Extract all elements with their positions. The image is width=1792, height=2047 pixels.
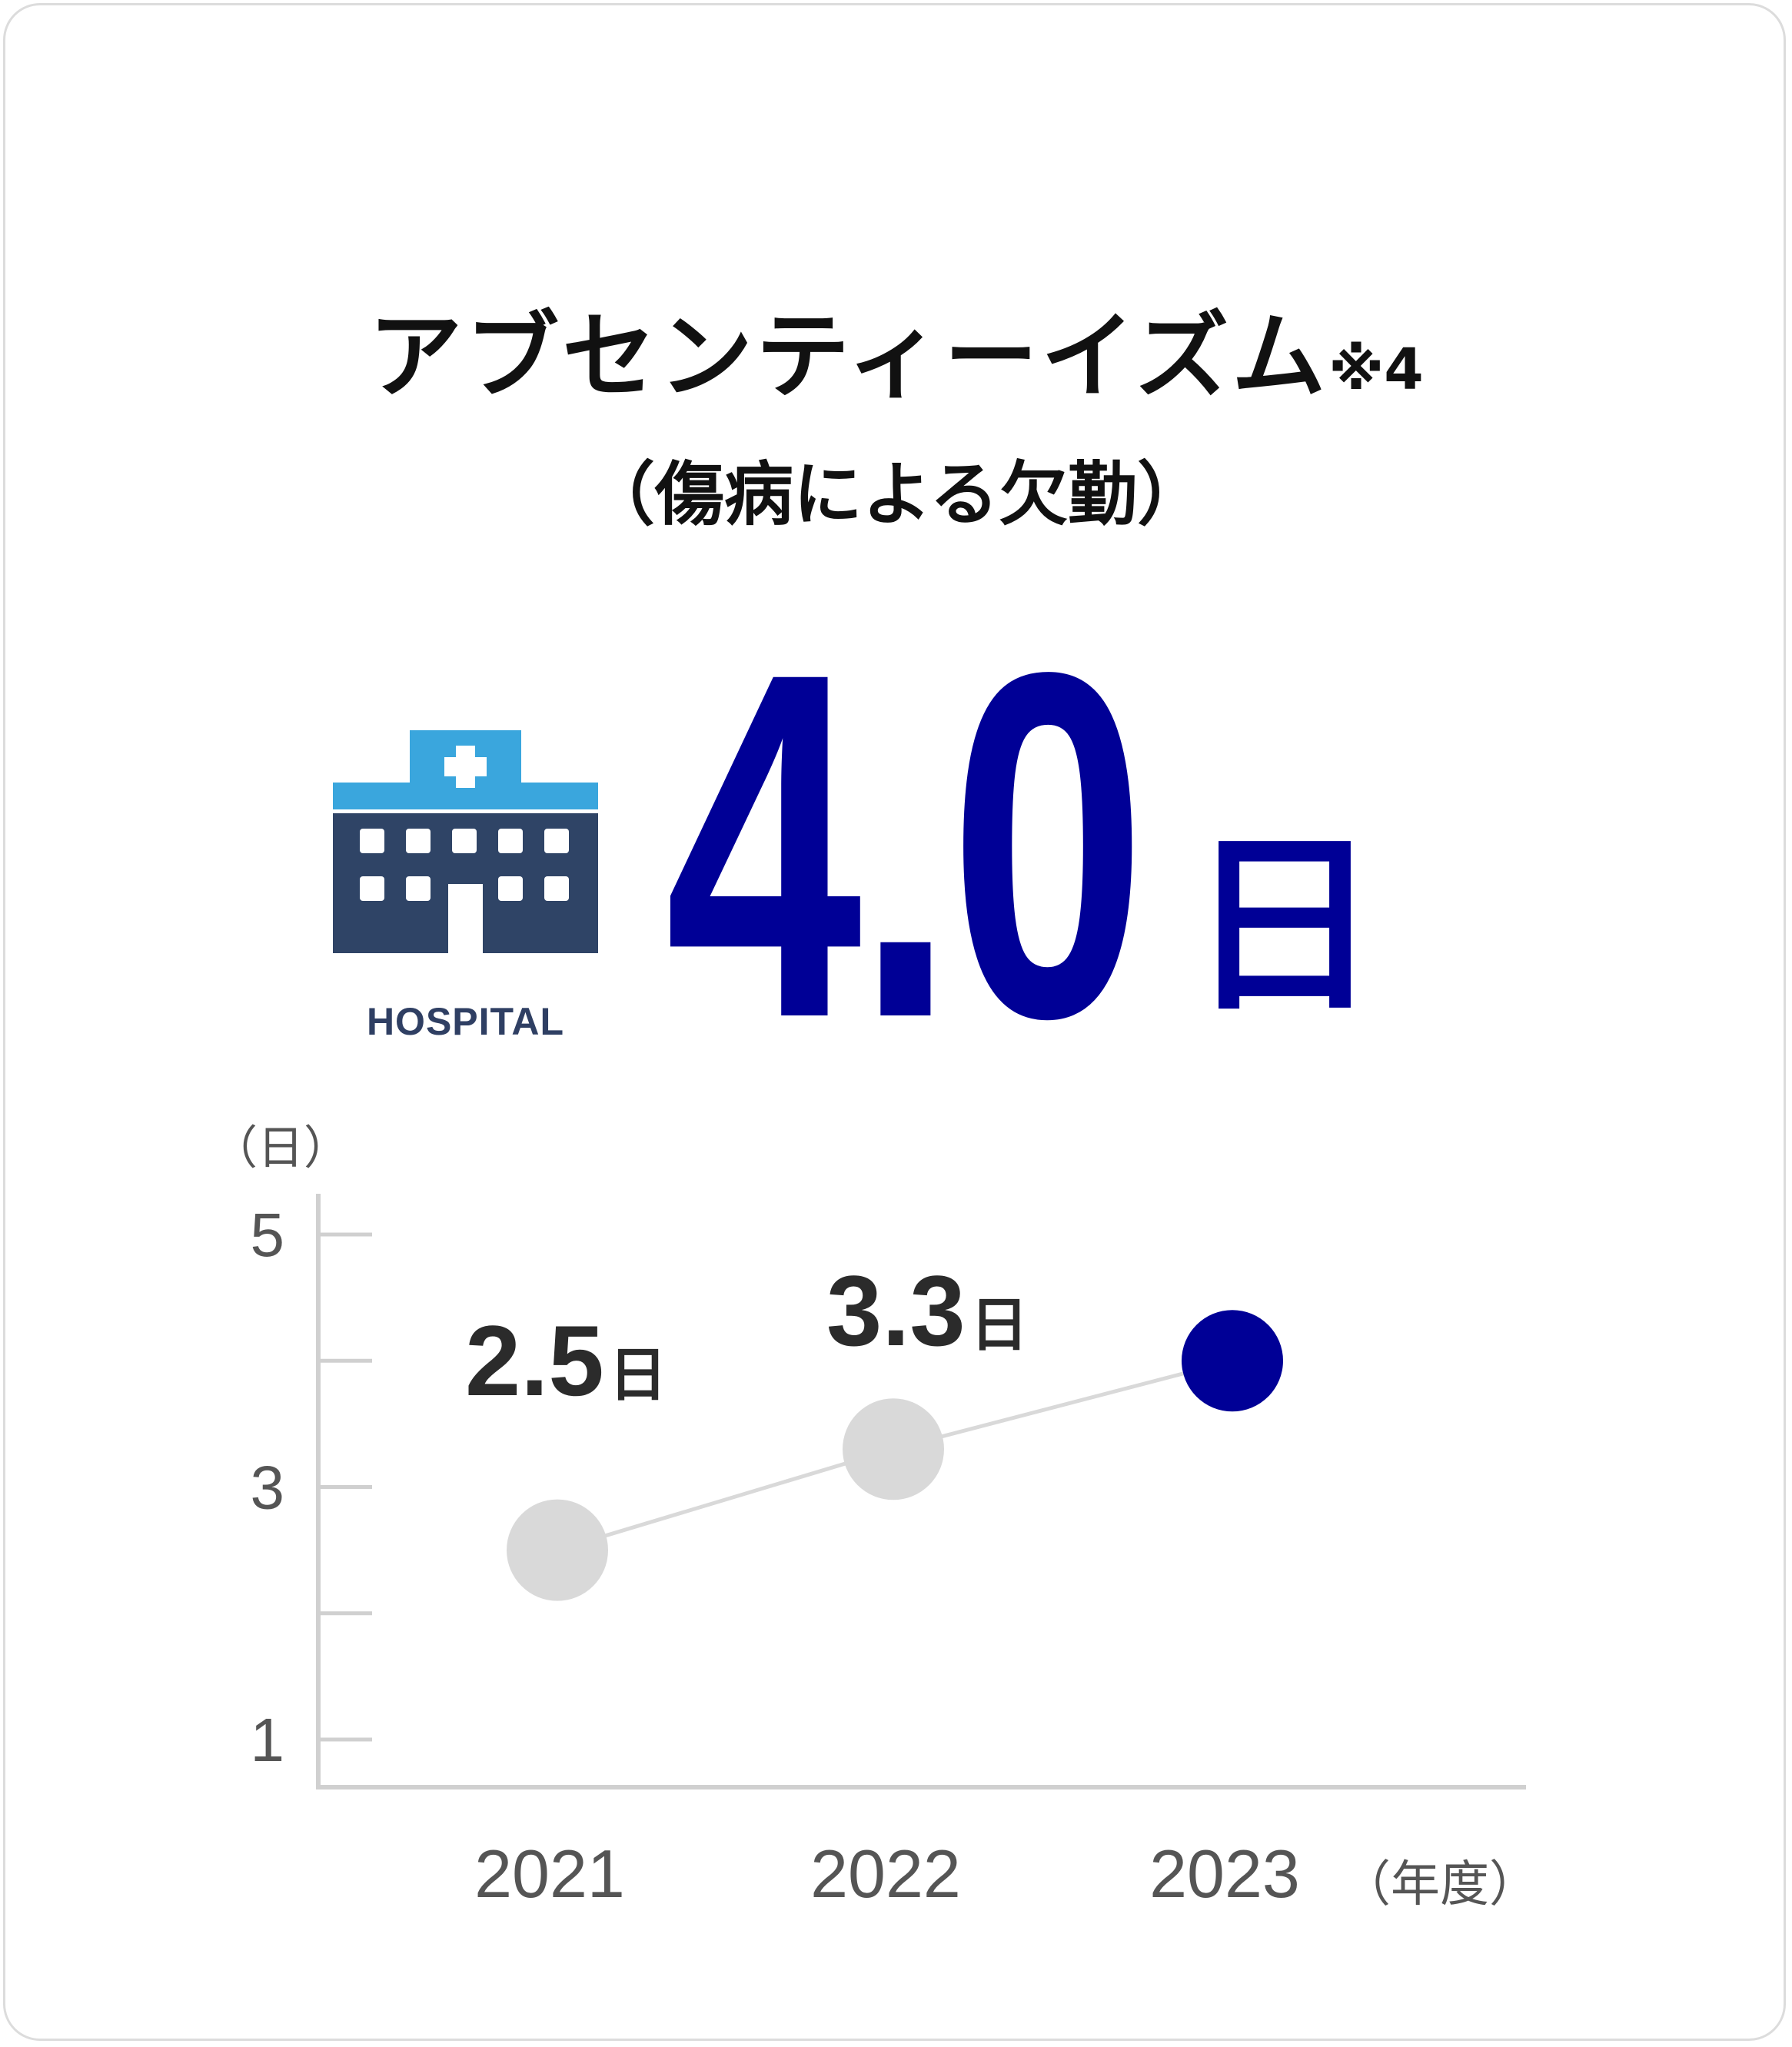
- x-tick-label: 2023: [1149, 1836, 1300, 1912]
- hospital-label: HOSPITAL: [366, 1000, 565, 1043]
- y-tick-label: 3: [251, 1454, 285, 1522]
- data-label-value: 3.3: [826, 1254, 966, 1367]
- title-text: アブセンティーイズム: [368, 302, 1329, 411]
- data-label-unit: 日: [970, 1291, 1029, 1359]
- hospital-icon: [333, 730, 598, 953]
- x-tick-label: 2021: [474, 1836, 625, 1912]
- series-line-segment: [893, 1358, 1233, 1451]
- page-title: アブセンティーイズム※4: [0, 281, 1792, 417]
- kpi-number: 4.0: [665, 570, 1146, 1120]
- title-footnote: ※4: [1328, 337, 1424, 403]
- y-tick-label: 1: [251, 1706, 285, 1774]
- data-label-value: 2.5: [465, 1304, 604, 1417]
- data-point: [843, 1398, 944, 1500]
- page-subtitle: （傷病による欠勤）: [585, 454, 1207, 535]
- series-line-segment: [557, 1447, 894, 1553]
- y-tick-label: 5: [251, 1201, 285, 1269]
- data-label-unit: 日: [609, 1341, 667, 1409]
- data-label: 3.3日: [826, 1254, 1029, 1367]
- data-point: [507, 1499, 608, 1601]
- kpi-unit: 日: [1188, 814, 1380, 1038]
- kpi-value: 4.0: [665, 570, 1326, 1120]
- x-axis-unit: （年度）: [1342, 1856, 1538, 1913]
- y-axis-unit: （日）: [211, 1122, 350, 1175]
- x-tick-label: 2022: [810, 1836, 961, 1912]
- card: [3, 3, 1786, 2041]
- data-label: 2.5日: [465, 1304, 667, 1417]
- data-point: [1182, 1310, 1283, 1412]
